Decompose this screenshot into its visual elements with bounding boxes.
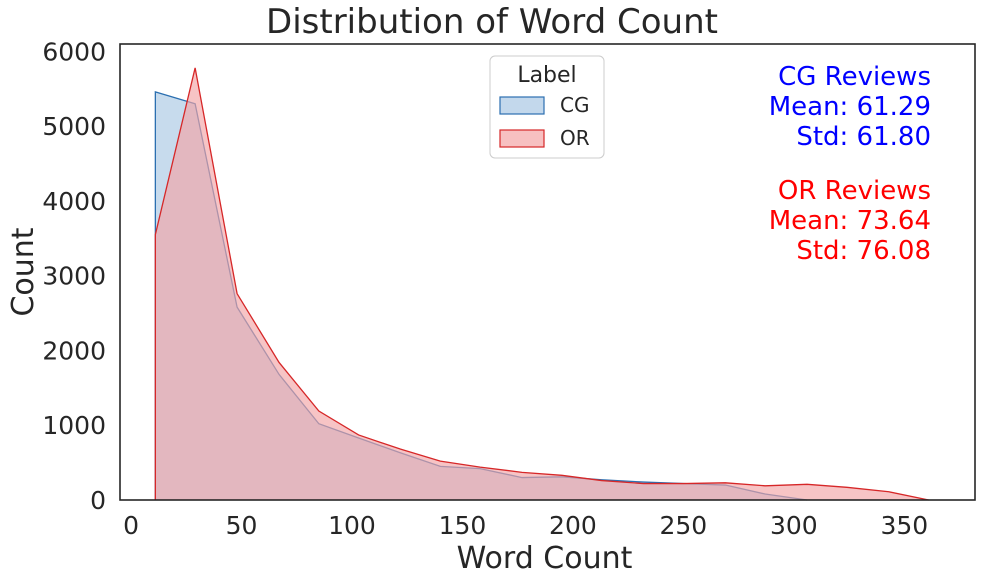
x-tick-label: 300: [770, 511, 818, 540]
x-tick-label: 350: [880, 511, 928, 540]
cg-legend-swatch: [499, 96, 545, 115]
x-tick-label: 200: [549, 511, 597, 540]
y-tick-label: 0: [90, 486, 106, 515]
plot-frame: [119, 43, 976, 501]
cg-stats-title: CG Reviews: [778, 62, 931, 92]
cg-stats-std: Std: 61.80: [796, 122, 931, 152]
y-tick-label: 2000: [42, 336, 106, 365]
x-tick-label: 50: [226, 511, 258, 540]
y-tick-label: 3000: [42, 262, 106, 291]
y-tick-label: 1000: [42, 411, 106, 440]
cg-stats: CG Reviews Mean: 61.29 Std: 61.80: [769, 62, 931, 152]
x-tick-label: 150: [439, 511, 487, 540]
x-axis-label: Word Count: [457, 541, 633, 576]
or-area: [155, 67, 929, 500]
x-tick-label: 0: [123, 511, 139, 540]
cg-legend-label: CG: [560, 93, 589, 117]
y-tick-label: 4000: [42, 187, 106, 216]
or-line: [154, 67, 929, 501]
or-legend-label: OR: [560, 126, 590, 150]
cg-stats-mean: Mean: 61.29: [768, 92, 931, 122]
y-tick-label: 6000: [42, 37, 106, 66]
y-tick-label: 5000: [42, 112, 106, 141]
x-tick-label: 100: [328, 511, 376, 540]
y-axis-label: Count: [6, 227, 41, 316]
or-stats: OR Reviews Mean: 73.64 Std: 76.08: [769, 176, 931, 266]
or-stats-std: Std: 76.08: [796, 236, 931, 266]
or-stats-mean: Mean: 73.64: [768, 206, 931, 236]
legend: Label CG OR: [489, 55, 605, 159]
or-legend-swatch: [499, 129, 545, 148]
or-stats-title: OR Reviews: [777, 176, 931, 206]
x-tick-label: 250: [660, 511, 708, 540]
chart-title: Distribution of Word Count: [266, 2, 718, 42]
legend-title: Label: [517, 63, 576, 88]
